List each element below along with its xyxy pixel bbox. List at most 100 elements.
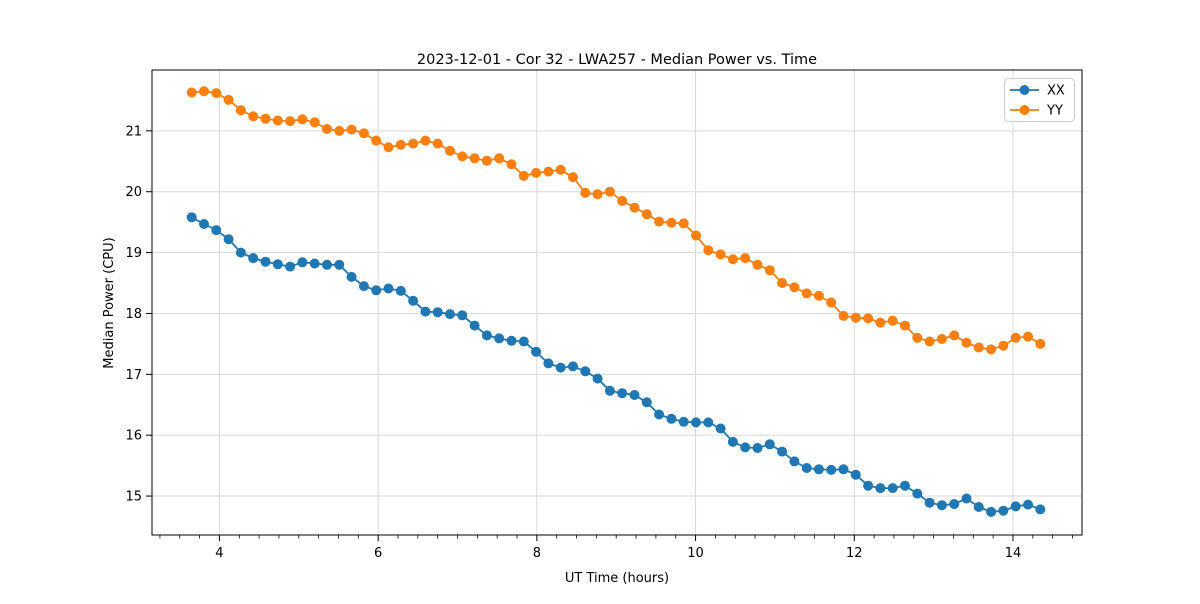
series-yy-point <box>272 115 283 126</box>
series-xx-point <box>322 259 332 270</box>
series-yy-point <box>199 86 209 97</box>
series-xx-point <box>211 225 222 236</box>
series-xx-point <box>1010 501 1021 512</box>
series-yy-point <box>297 114 308 125</box>
series-xx-point <box>506 335 517 346</box>
series-yy-point <box>666 217 677 228</box>
series-yy-point <box>740 253 751 264</box>
series-yy-point <box>223 94 234 105</box>
series-xx-point <box>875 483 886 494</box>
series-yy-point <box>998 340 1009 351</box>
series-xx-point <box>260 256 271 267</box>
series-xx-point <box>949 499 960 509</box>
series-yy-point <box>1023 331 1033 342</box>
series-xx-point <box>678 416 689 427</box>
plot-generated-content: 4 6 8 10 12 14 15 16 17 18 19 20 21 <box>125 70 1082 561</box>
series-xx-point <box>887 483 898 494</box>
series-xx-point <box>863 480 874 491</box>
series-yy-point <box>691 230 701 241</box>
series-yy-point <box>555 164 566 175</box>
series-xx-point <box>445 309 455 320</box>
series-xx-point <box>924 497 935 508</box>
series-xx-point <box>961 493 972 504</box>
series-yy-point <box>285 116 296 127</box>
series-xx-point <box>641 397 652 408</box>
series-yy-point <box>924 336 935 347</box>
series-xx-point <box>604 385 615 396</box>
y-axis-label: Median Power (CPU) <box>102 237 117 368</box>
series-yy-point <box>309 117 320 128</box>
series-xx-point <box>457 310 468 321</box>
x-tick-label: 4 <box>215 546 223 561</box>
series-yy-point <box>469 153 480 164</box>
series-xx-point <box>531 346 542 357</box>
series-yy-point <box>371 135 382 146</box>
series-xx-point <box>764 439 775 450</box>
series-xx-line <box>191 216 1041 513</box>
series-xx-point <box>715 423 726 434</box>
series-xx-point <box>395 285 406 296</box>
series-yy-point <box>961 337 972 348</box>
x-tick-label: 6 <box>374 546 382 561</box>
series-yy-point <box>260 113 271 124</box>
series-yy-point <box>826 297 837 308</box>
series-yy-point <box>457 151 468 162</box>
series-yy-point <box>1035 338 1046 349</box>
series-xx-point <box>850 469 861 480</box>
chart-title: 2023-12-01 - Cor 32 - LWA257 - Median Po… <box>417 52 817 68</box>
series-yy-point <box>395 139 406 150</box>
series-yy-point <box>801 288 812 299</box>
series-xx-point <box>555 362 566 373</box>
series-yy-point <box>506 159 517 170</box>
series-xx-point <box>740 442 751 453</box>
series-xx-point <box>346 271 357 282</box>
series-yy-point <box>211 88 222 99</box>
x-axis-label: UT Time (hours) <box>565 571 669 586</box>
series-yy-point <box>641 209 652 220</box>
series-xx-point <box>900 480 910 491</box>
series-xx-point <box>1023 499 1033 510</box>
series-xx-point <box>752 443 763 453</box>
series-yy-point <box>604 186 615 197</box>
series-xx-point <box>801 463 812 473</box>
x-tick-label: 12 <box>846 546 863 561</box>
series-xx-point <box>432 307 443 318</box>
series-yy-point <box>445 145 455 156</box>
y-tick-label: 16 <box>125 429 142 444</box>
series-yy-point <box>727 254 738 265</box>
series-xx-point <box>998 505 1009 516</box>
series-xx-point <box>272 259 283 270</box>
series-yy-point <box>973 342 984 353</box>
series-xx-point <box>727 436 738 447</box>
series-yy-point <box>432 138 443 149</box>
series-xx-point <box>629 390 640 400</box>
series-xx-point <box>408 295 419 306</box>
legend-label-xx: XX <box>1047 84 1065 99</box>
y-tick-label: 21 <box>125 124 142 139</box>
plot-area <box>152 70 1082 535</box>
series-yy-point <box>248 111 259 122</box>
series-yy-point <box>813 290 824 301</box>
series-xx-point <box>481 330 492 341</box>
series-yy-point <box>235 105 246 116</box>
series-yy-point <box>678 218 689 229</box>
series-xx-point <box>986 506 997 517</box>
series-yy-point <box>715 249 726 260</box>
series-xx-point <box>777 446 788 457</box>
series-xx-point <box>285 261 296 272</box>
series-yy-point <box>863 313 874 324</box>
series-yy-point <box>1010 332 1021 343</box>
series-yy-point <box>949 330 960 341</box>
legend-item-yy: YY <box>1010 104 1063 119</box>
series-xx-point <box>617 388 628 399</box>
plot-border <box>151 69 1083 536</box>
series-yy-point <box>789 282 800 293</box>
series-xx-point <box>309 258 320 269</box>
series-xx-point <box>199 219 209 229</box>
series-yy-point <box>887 315 898 326</box>
series-yy-point <box>986 344 997 355</box>
series-yy-point <box>322 124 332 134</box>
y-tick-label: 18 <box>125 307 142 322</box>
series-xx-point <box>358 281 369 292</box>
